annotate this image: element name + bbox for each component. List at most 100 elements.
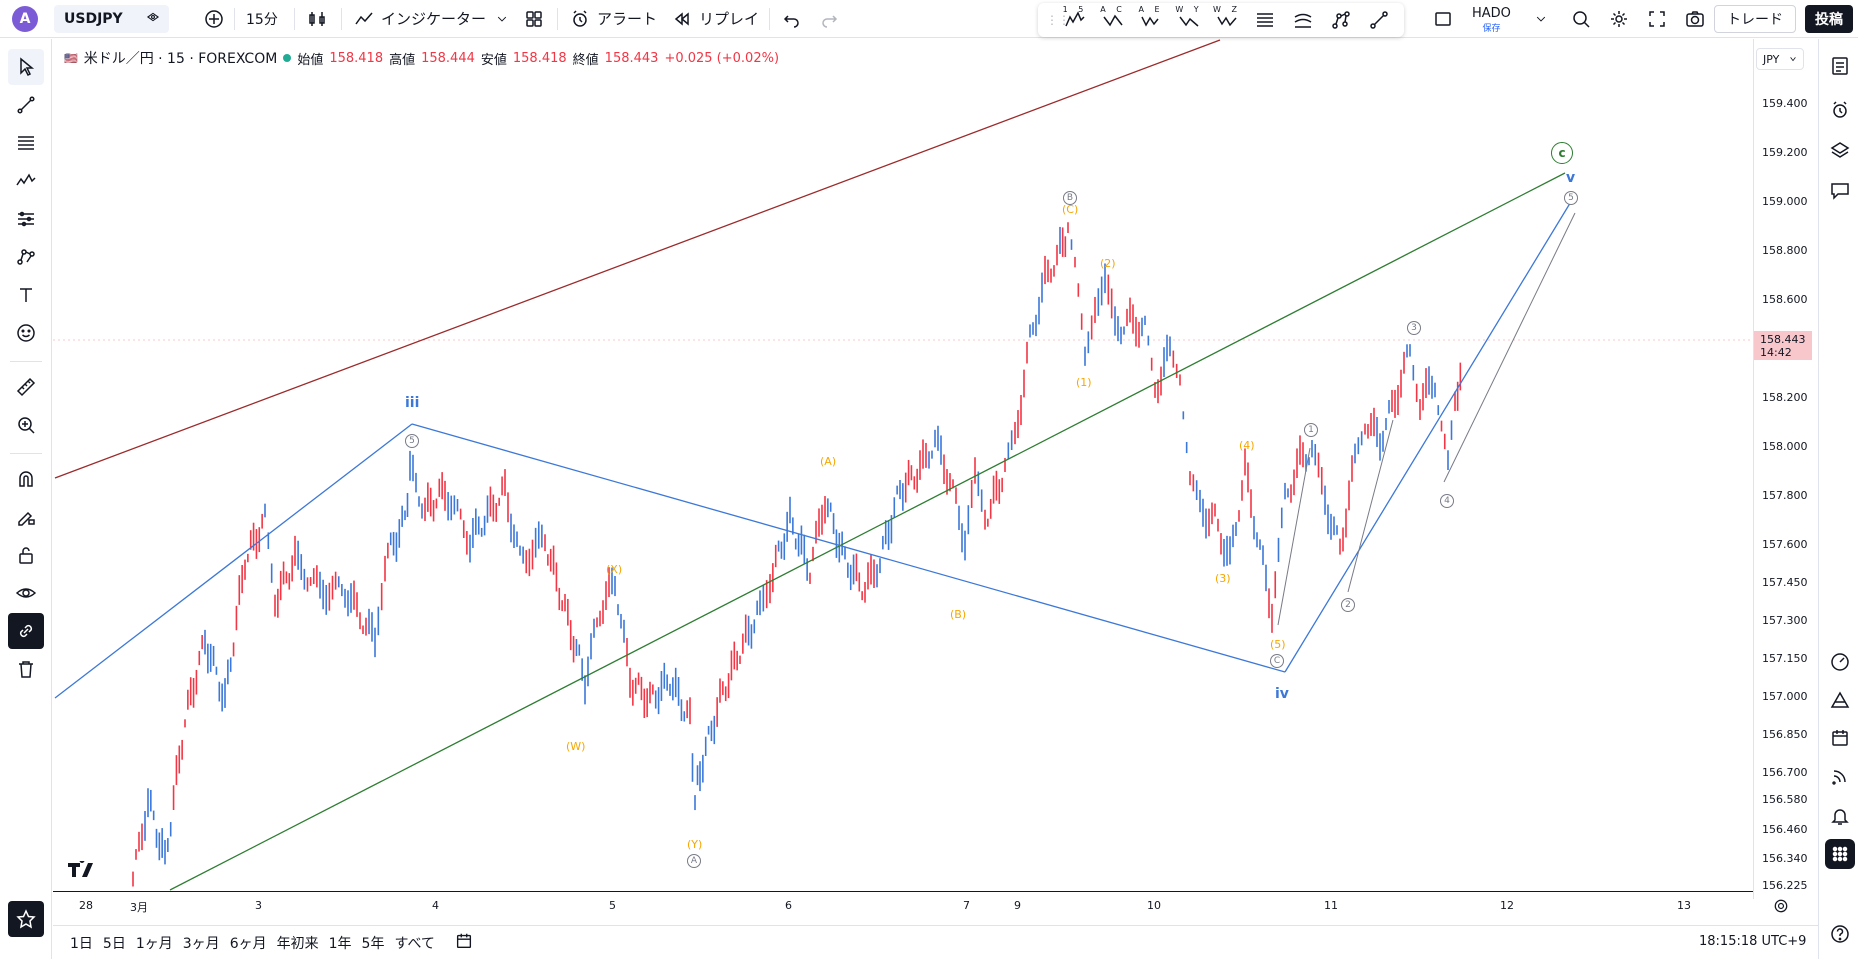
replay-button[interactable]: リプレイ <box>663 0 767 38</box>
interval-button[interactable]: 15分 <box>246 11 278 28</box>
wave-label-B-circled[interactable]: B <box>1063 191 1077 205</box>
range-button[interactable]: 1ヶ月 <box>135 935 173 952</box>
symbol-description[interactable]: 米ドル／円 · 15 · FOREXCOM <box>83 51 278 67</box>
price-scale[interactable]: 159.400 159.200 159.000 158.800 158.600 158.2… <box>1753 39 1817 899</box>
wave-label-3-circled[interactable]: 3 <box>1407 321 1421 335</box>
wave-label-2-paren[interactable]: (2) <box>1100 257 1116 270</box>
range-button[interactable]: 5年 <box>361 935 385 952</box>
fib-tool[interactable] <box>8 125 44 161</box>
object-tree-button[interactable] <box>1825 135 1855 165</box>
magnet-tool[interactable] <box>8 461 44 497</box>
wave-iii-iv-line[interactable] <box>411 423 1286 673</box>
elliott-correction-tool[interactable]: A C <box>1094 3 1132 37</box>
range-button[interactable]: 5日 <box>102 935 126 952</box>
indicators-button[interactable]: インジケーター <box>345 0 494 38</box>
brush-tool[interactable] <box>8 239 44 275</box>
wave-label-iii[interactable]: iii <box>405 395 420 411</box>
wave-label-v[interactable]: v <box>1566 170 1576 186</box>
wave-label-iv[interactable]: iv <box>1275 686 1289 702</box>
elliott-double-combo-tool[interactable]: W Y <box>1170 3 1208 37</box>
trend-line-tool[interactable] <box>1360 3 1398 37</box>
wave-label-W-paren[interactable]: (W) <box>566 740 586 753</box>
subwave-line[interactable] <box>1347 419 1394 593</box>
rectangle-tool-button[interactable] <box>1424 0 1462 38</box>
elliott-impulse-tool[interactable]: 1 5 <box>1056 3 1094 37</box>
elliott-triangle-tool[interactable]: A E <box>1132 3 1170 37</box>
watchlist-button[interactable] <box>1825 51 1855 81</box>
post-button[interactable]: 投稿 <box>1805 5 1853 33</box>
stay-in-drawing-mode-tool[interactable] <box>8 499 44 535</box>
layout-dropdown[interactable] <box>1526 0 1556 38</box>
symbol-search[interactable]: USDJPY <box>54 5 169 33</box>
projection-line[interactable] <box>1443 212 1576 483</box>
wave-label-3-paren[interactable]: (3) <box>1215 572 1231 585</box>
snapshot-button[interactable] <box>1676 0 1714 38</box>
chats-button[interactable] <box>1825 175 1855 205</box>
pattern-tool[interactable] <box>8 163 44 199</box>
news-stream-button[interactable] <box>1825 761 1855 791</box>
icon-tool[interactable] <box>8 315 44 351</box>
trend-line-tool[interactable] <box>8 87 44 123</box>
screener-button[interactable] <box>1825 685 1855 715</box>
wave-label-B-paren[interactable]: (B) <box>950 608 967 621</box>
indicators-dropdown[interactable] <box>487 0 517 38</box>
wave-label-A-paren[interactable]: (A) <box>820 455 837 468</box>
curve-tool[interactable] <box>1284 3 1322 37</box>
cursor-tool[interactable] <box>8 49 44 85</box>
wave-label-5-circled-target[interactable]: 5 <box>1564 191 1578 205</box>
forecast-tool[interactable] <box>8 201 44 237</box>
undo-button[interactable] <box>772 0 810 38</box>
currency-selector[interactable]: JPY <box>1756 48 1804 70</box>
wave-iv-v-line[interactable] <box>1284 199 1573 673</box>
wave-iii-line[interactable] <box>54 423 413 699</box>
zoom-tool[interactable] <box>8 407 44 443</box>
wave-label-c-circled[interactable]: c <box>1551 142 1573 164</box>
range-button[interactable]: 6ヶ月 <box>229 935 267 952</box>
subwave-line[interactable] <box>1277 447 1311 626</box>
tradingview-logo[interactable] <box>68 858 100 884</box>
redo-button[interactable] <box>811 0 849 38</box>
range-button[interactable]: 3ヶ月 <box>182 935 220 952</box>
wave-label-4-circled[interactable]: 4 <box>1440 494 1454 508</box>
help-button[interactable] <box>1825 919 1855 949</box>
quick-search-button[interactable] <box>1562 0 1600 38</box>
sync-drawings-tool[interactable] <box>8 613 44 649</box>
clock[interactable]: 18:15:18 UTC+9 <box>1699 934 1807 949</box>
range-button[interactable]: 1年 <box>328 935 352 952</box>
wave-label-C-circled[interactable]: C <box>1270 654 1284 668</box>
hotlists-button[interactable] <box>1825 647 1855 677</box>
chart-type-button[interactable] <box>298 0 336 38</box>
wave-label-5-circled[interactable]: 5 <box>405 434 419 448</box>
calendar-button[interactable] <box>1825 723 1855 753</box>
text-tool[interactable] <box>8 277 44 313</box>
hide-drawings-tool[interactable] <box>8 575 44 611</box>
remove-drawings-tool[interactable] <box>8 651 44 687</box>
wave-label-4-paren[interactable]: (4) <box>1239 439 1255 452</box>
apps-button[interactable] <box>1825 839 1855 869</box>
notifications-button[interactable] <box>1825 801 1855 831</box>
lock-drawings-tool[interactable] <box>8 537 44 573</box>
trade-button[interactable]: トレード <box>1714 5 1796 33</box>
price-chart[interactable] <box>53 39 1753 891</box>
time-axis[interactable]: 28 3月 3 4 5 6 7 9 10 11 12 13 <box>53 891 1753 917</box>
elliott-triple-combo-tool[interactable]: W Z <box>1208 3 1246 37</box>
range-button[interactable]: 1日 <box>70 935 93 952</box>
measure-tool[interactable] <box>8 369 44 405</box>
symbol-menu-icon[interactable] <box>145 9 161 29</box>
layouts-button[interactable] <box>515 0 553 38</box>
wave-label-1-circled[interactable]: 1 <box>1304 423 1318 437</box>
wave-label-Y-paren[interactable]: (Y) <box>687 838 703 851</box>
wave-label-5-paren[interactable]: (5) <box>1270 638 1286 651</box>
favorites-tool[interactable] <box>8 901 44 937</box>
drag-handle-icon[interactable]: ⋮⋮ <box>1046 13 1070 27</box>
fullscreen-button[interactable] <box>1638 0 1676 38</box>
wave-label-X-paren[interactable]: (X) <box>606 563 623 576</box>
range-button[interactable]: すべて <box>394 935 435 952</box>
wave-label-A-circled[interactable]: A <box>687 854 701 868</box>
settings-button[interactable] <box>1600 0 1638 38</box>
wave-label-1-paren[interactable]: (1) <box>1076 376 1092 389</box>
alerts-button[interactable] <box>1825 95 1855 125</box>
upper-trend-line[interactable] <box>54 39 1221 479</box>
user-avatar[interactable]: A <box>12 5 38 32</box>
path-tool[interactable] <box>1322 3 1360 37</box>
